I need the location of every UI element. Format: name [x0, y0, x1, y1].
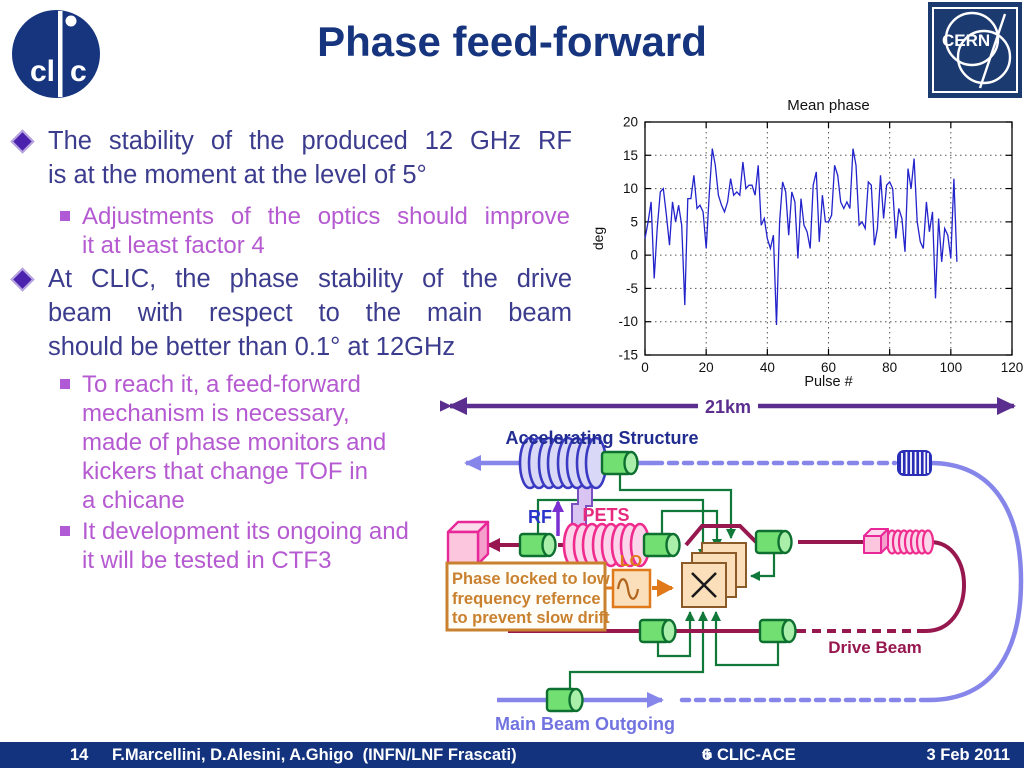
multiply-icon [691, 572, 717, 598]
cern-logo: CERN [928, 2, 1022, 98]
square-bullet-icon [60, 526, 70, 536]
square-bullet-icon [60, 379, 70, 389]
page-number: 14 [70, 746, 89, 764]
drive-beam-label: Drive Beam [828, 638, 922, 657]
pets-label: PETS [582, 505, 629, 525]
diamond-bullet-icon [10, 267, 35, 292]
clic-logo-letters-right: c [70, 55, 87, 88]
sub-bullet-item: Adjustments of the optics should improve… [8, 202, 596, 260]
bullet-line: To reach it, a feed-forward [82, 371, 361, 398]
bullet-line: The stability of the produced 12 GHz RF [48, 127, 572, 155]
bullet-line: beam with respect to the main beam [48, 299, 572, 327]
svg-text:-5: -5 [626, 281, 638, 296]
footer-date: 3 Feb 2011 [926, 746, 1010, 764]
bullet-line: is at the moment at the level of 5° [48, 161, 427, 189]
svg-text:-10: -10 [618, 314, 638, 329]
bullet-line: should be better than 0.1° at 12GHz [48, 333, 456, 361]
lo-label: LO [620, 553, 642, 570]
bullet-line: Adjustments of the optics should improve [82, 203, 570, 230]
small-blue-coil [897, 450, 932, 476]
svg-text:60: 60 [821, 360, 836, 375]
bullet-text: Adjustments of the optics should improve… [82, 202, 570, 260]
phase-lock-note: Phase locked to low frequency refernce t… [445, 561, 613, 632]
svg-text:80: 80 [882, 360, 897, 375]
bullet-line: it will be tested in CTF3 [82, 547, 332, 574]
clic-logo-letters-left: cl [30, 55, 55, 88]
bullet-text: The stability of the produced 12 GHz RF i… [48, 124, 572, 192]
main-beam-outgoing-label: Main Beam Outgoing [495, 714, 675, 734]
svg-text:120: 120 [1001, 360, 1024, 375]
bullet-item: At CLIC, the phase stability of the driv… [8, 262, 596, 364]
chart-title: Mean phase [787, 97, 870, 114]
svg-text:100: 100 [940, 360, 963, 375]
cern-logo-text: CERN [942, 31, 990, 50]
monitor-signal-wires [536, 474, 780, 688]
bullet-item: The stability of the produced 12 GHz RF i… [8, 124, 596, 192]
bullet-line: It development its ongoing and [82, 518, 409, 545]
sine-icon [616, 578, 640, 600]
svg-text:0: 0 [630, 248, 638, 263]
svg-text:Phase locked to low: Phase locked to low [452, 570, 610, 588]
rf-label: RF [528, 507, 552, 527]
sub-bullet-item: It development its ongoing and it will be… [8, 517, 596, 575]
svg-text:5: 5 [630, 214, 638, 229]
feed-forward-diagram: 21km [433, 390, 1024, 742]
bullet-text: At CLIC, the phase stability of the driv… [48, 262, 572, 364]
sub-bullet-item: To reach it, a feed-forward mechanism is … [8, 370, 596, 515]
small-cube-icon [863, 528, 889, 554]
svg-text:15: 15 [623, 148, 638, 163]
mixer [681, 542, 747, 608]
svg-text:-15: -15 [618, 348, 638, 363]
bullet-text: To reach it, a feed-forward mechanism is … [82, 370, 386, 515]
svg-text:to prevent slow drift: to prevent slow drift [452, 609, 610, 627]
bullet-text: It development its ongoing and it will be… [82, 517, 409, 575]
svg-text:10: 10 [623, 181, 638, 196]
footer-authors: F.Marcellini, D.Alesini, A.Ghigo (INFN/L… [112, 746, 517, 764]
span-arrow: 21km [433, 393, 1016, 419]
bullet-list: The stability of the produced 12 GHz RF i… [8, 124, 596, 575]
svg-text:20: 20 [699, 360, 714, 375]
bullet-line: At CLIC, the phase stability of the driv… [48, 265, 572, 293]
clic-logo: cl c [12, 10, 100, 98]
chart-ylabel: deg [592, 227, 606, 250]
bullet-line: made of phase monitors and [82, 429, 387, 456]
load-cube-icon [446, 520, 490, 566]
square-bullet-icon [60, 211, 70, 221]
page-title: Phase feed-forward [317, 18, 707, 65]
footer-bar: 14 F.Marcellini, D.Alesini, A.Ghigo (INF… [0, 742, 1024, 768]
chart-xlabel: Pulse # [804, 374, 852, 390]
span-label: 21km [705, 397, 751, 417]
svg-text:20: 20 [623, 115, 638, 130]
bullet-line: mechanism is necessary, [82, 400, 350, 427]
bullet-line: kickers that change TOF in [82, 458, 368, 485]
bullet-line: it at least factor 4 [82, 232, 265, 259]
svg-text:frequency refernce: frequency refernce [452, 590, 601, 608]
lo-box [611, 568, 674, 609]
mean-phase-chart: -15 -10 -5 0 5 10 15 20 0 20 40 60 80 100 120 Mean phas… [590, 95, 1024, 395]
svg-text:40: 40 [760, 360, 775, 375]
svg-text:0: 0 [641, 360, 649, 375]
chart-data-line [644, 148, 958, 326]
diamond-bullet-icon [10, 129, 35, 154]
small-pets-coil [885, 529, 935, 555]
accelerating-structure-label: Accelerating Structure [505, 428, 698, 448]
bullet-line: a chicane [82, 487, 185, 514]
